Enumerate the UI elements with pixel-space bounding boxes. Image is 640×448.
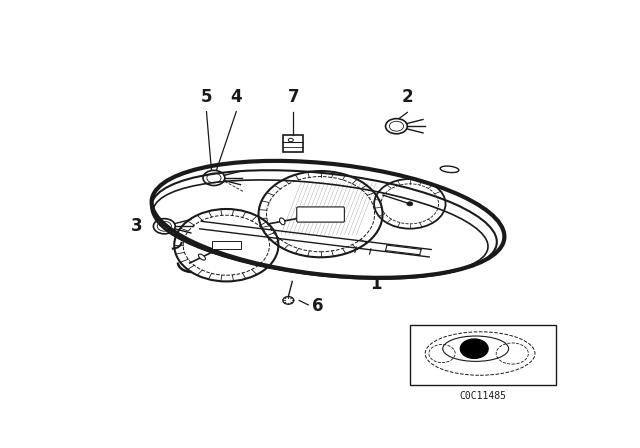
Text: 3: 3 bbox=[131, 217, 143, 235]
Text: 6: 6 bbox=[312, 297, 324, 315]
Bar bbox=[212, 241, 241, 249]
Ellipse shape bbox=[440, 166, 459, 172]
Ellipse shape bbox=[198, 254, 205, 260]
Ellipse shape bbox=[407, 202, 413, 206]
Circle shape bbox=[460, 339, 488, 358]
Ellipse shape bbox=[222, 242, 231, 248]
Text: 2: 2 bbox=[401, 88, 413, 106]
Text: 7: 7 bbox=[287, 87, 299, 106]
Text: 4: 4 bbox=[230, 87, 242, 106]
Ellipse shape bbox=[288, 138, 293, 142]
Ellipse shape bbox=[283, 297, 294, 304]
FancyBboxPatch shape bbox=[297, 207, 344, 222]
Bar bbox=[410, 324, 556, 385]
Ellipse shape bbox=[317, 211, 324, 217]
Bar bbox=[284, 135, 303, 152]
Text: 5: 5 bbox=[201, 87, 212, 106]
Ellipse shape bbox=[280, 218, 285, 224]
Text: C0C11485: C0C11485 bbox=[460, 391, 506, 401]
Text: 1: 1 bbox=[371, 275, 382, 293]
